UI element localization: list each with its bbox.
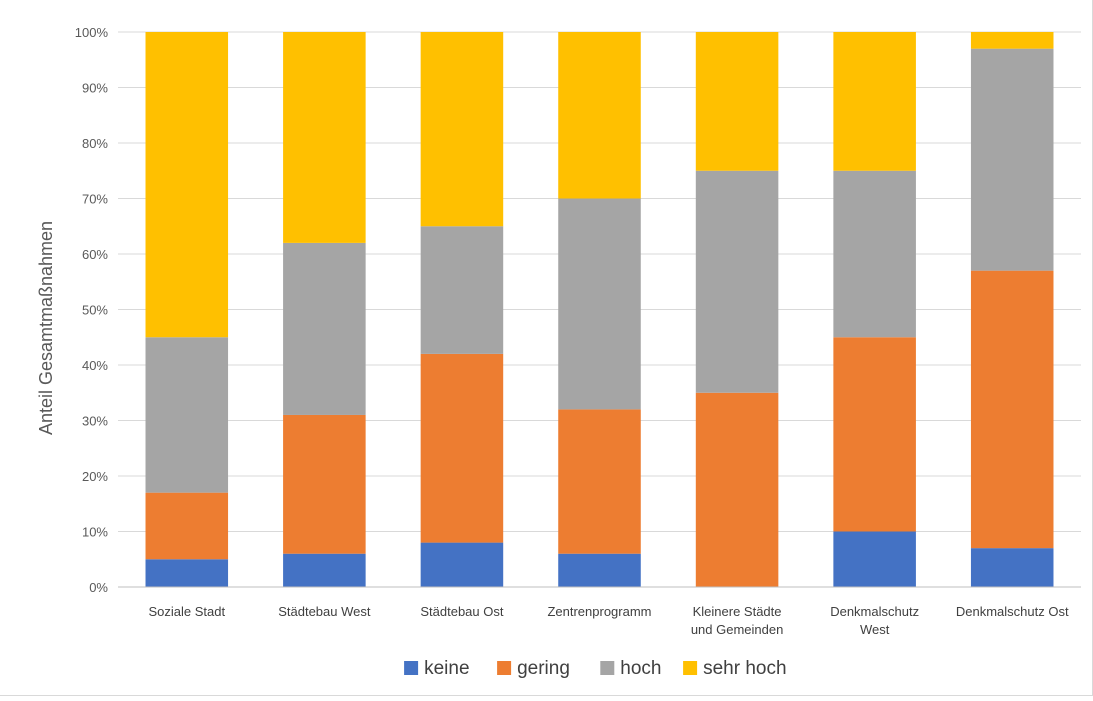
- y-tick-label: 90%: [82, 81, 108, 96]
- y-tick-label: 0%: [89, 580, 108, 595]
- x-category-label: Denkmalschutz: [830, 604, 919, 619]
- y-tick-label: 80%: [82, 136, 108, 151]
- x-category-label: Denkmalschutz Ost: [956, 604, 1069, 619]
- x-category-label: Städtebau West: [278, 604, 371, 619]
- y-tick-label: 70%: [82, 192, 108, 207]
- bar-segment-gering: [145, 492, 229, 560]
- bar-segment-hoch: [145, 337, 229, 493]
- bar-segment-hoch: [833, 170, 916, 338]
- legend-label: hoch: [620, 658, 661, 679]
- bar-segment-keine: [145, 559, 229, 587]
- bar-segment-sehr-hoch: [833, 32, 916, 171]
- y-tick-label: 10%: [82, 525, 108, 540]
- bars: [145, 32, 1054, 587]
- bar-segment-hoch: [970, 48, 1054, 271]
- bar-segment-gering: [695, 392, 779, 587]
- bar-segment-keine: [558, 553, 641, 587]
- bar-segment-gering: [970, 270, 1054, 549]
- bar-segment-sehr-hoch: [283, 32, 366, 243]
- y-tick-label: 100%: [75, 25, 109, 40]
- bar-segment-sehr-hoch: [970, 32, 1054, 49]
- bar-segment-keine: [833, 531, 916, 587]
- bar-segment-gering: [283, 414, 366, 554]
- x-axis-categories: Soziale Stadt Städtebau West Städtebau Ost…: [148, 604, 1068, 637]
- bar-segment-sehr-hoch: [145, 32, 229, 338]
- x-category-label: Soziale Stadt: [148, 604, 225, 619]
- y-tick-label: 40%: [82, 358, 108, 373]
- legend-swatch: [600, 661, 615, 675]
- y-tick-label: 50%: [82, 303, 108, 318]
- bar-segment-hoch: [420, 226, 504, 354]
- legend-swatch: [404, 661, 419, 675]
- bar-segment-keine: [283, 553, 366, 587]
- legend-label: gering: [517, 658, 570, 679]
- y-axis-label: Anteil Gesamtmaßnahmen: [36, 221, 56, 435]
- bar-segment-gering: [420, 353, 504, 543]
- bar-segment-keine: [420, 542, 504, 587]
- x-category-label: Städtebau Ost: [420, 604, 503, 619]
- legend-swatch: [683, 661, 698, 675]
- x-category-label: und Gemeinden: [691, 622, 784, 637]
- y-axis-ticks: 0% 10% 20% 30% 40% 50% 60% 70% 80% 90% 100%: [75, 25, 109, 595]
- bar-segment-sehr-hoch: [420, 32, 504, 227]
- bar-segment-gering: [558, 409, 641, 554]
- legend: keine gering hoch sehr hoch: [404, 658, 787, 679]
- y-tick-label: 30%: [82, 414, 108, 429]
- x-category-label: Kleinere Städte: [693, 604, 782, 619]
- bar-segment-hoch: [283, 242, 366, 415]
- y-tick-label: 20%: [82, 469, 108, 484]
- bar-segment-keine: [970, 548, 1054, 587]
- x-category-label: Zentrenprogramm: [547, 604, 651, 619]
- legend-label: sehr hoch: [703, 658, 786, 679]
- y-tick-label: 60%: [82, 247, 108, 262]
- bar-segment-sehr-hoch: [558, 32, 641, 199]
- legend-swatch: [497, 661, 512, 675]
- bar-segment-gering: [833, 337, 916, 532]
- x-category-label: West: [860, 622, 890, 637]
- bar-segment-hoch: [558, 198, 641, 410]
- bar-segment-hoch: [695, 170, 779, 393]
- bar-segment-sehr-hoch: [695, 32, 779, 171]
- legend-label: keine: [424, 658, 469, 679]
